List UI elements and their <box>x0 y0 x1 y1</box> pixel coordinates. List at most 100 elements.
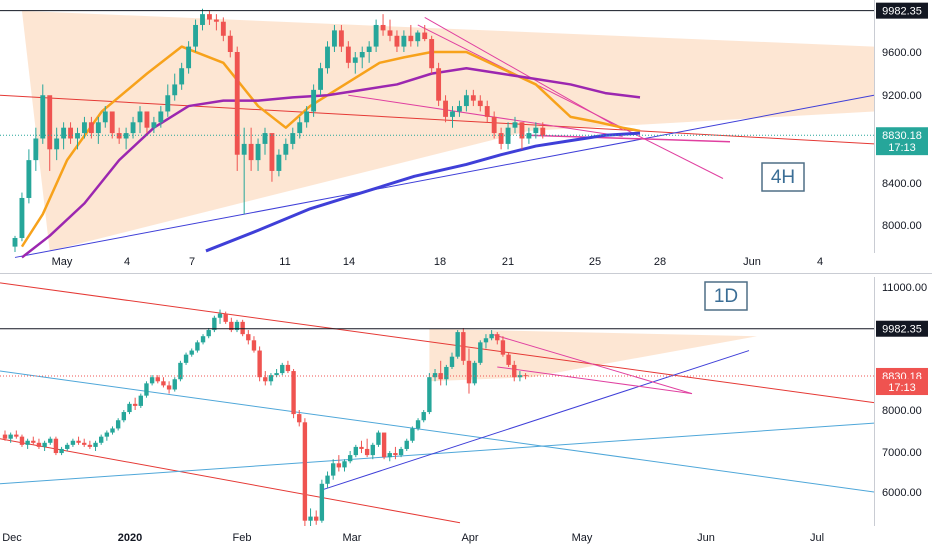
candle-body <box>387 453 392 458</box>
candle-body <box>212 317 217 331</box>
candle-body <box>472 362 477 384</box>
bottom-timeframe-box: 1D <box>704 281 748 311</box>
candle-body <box>332 30 337 47</box>
candle-body <box>200 336 206 343</box>
top-x-axis: May 4 7 11 14 18 21 25 28 Jun 4 <box>52 256 823 268</box>
candle-body <box>330 463 336 476</box>
candle-body <box>263 377 268 382</box>
bot-x-tick-label: Apr <box>461 532 478 544</box>
candle-body <box>359 52 365 58</box>
candle-body <box>179 68 185 85</box>
bottom-panel: 1D Dec 2020 Feb Mar Apr May Jun Jul 11000.00 800… <box>0 277 928 544</box>
top-panel: 4H May 4 7 11 14 18 21 25 28 Jun 4 9600.00 9200.00 8… <box>0 0 928 268</box>
candle-body <box>364 448 370 456</box>
candle-body <box>47 95 53 150</box>
top-resistance-line <box>0 94 875 145</box>
candle-body <box>130 122 136 134</box>
candle-body <box>200 14 205 25</box>
candle-body <box>59 448 64 454</box>
candle-body <box>304 111 310 123</box>
candle-body <box>449 356 455 367</box>
candle-body <box>380 24 386 31</box>
candle-body <box>268 375 274 382</box>
candle-body <box>88 122 94 134</box>
candle-body <box>495 334 500 341</box>
candle-body <box>290 133 296 144</box>
top-x-tick-label: 14 <box>343 256 355 268</box>
candle-body <box>14 434 19 437</box>
candle-body <box>121 412 127 421</box>
candle-body <box>19 197 25 238</box>
candle-body <box>483 338 489 343</box>
top-ma-line-2 <box>205 131 641 253</box>
candle-body <box>438 373 443 380</box>
candle-body <box>381 432 387 458</box>
candle-body <box>8 434 13 439</box>
top-moving-averages <box>20 45 641 259</box>
candle-body <box>283 143 289 155</box>
candle-body <box>408 35 414 42</box>
top-x-tick-label: 18 <box>434 256 446 268</box>
candle-body <box>257 350 262 378</box>
top-x-tick-label: 25 <box>589 256 601 268</box>
candle-body <box>444 366 449 380</box>
candle-body <box>512 364 517 378</box>
bot-blue-falling-line <box>0 370 875 493</box>
top-ma-line-0 <box>20 45 641 248</box>
candle-body <box>443 100 448 117</box>
candle-body <box>206 330 211 337</box>
candle-body <box>455 332 460 357</box>
top-x-tick-label: 11 <box>279 256 290 268</box>
candle-body <box>398 448 404 456</box>
candle-body <box>366 46 372 52</box>
candle-body <box>99 436 104 443</box>
candle-body <box>478 342 483 363</box>
candle-body <box>370 444 375 456</box>
top-x-tick-label: Jun <box>743 256 761 268</box>
bot-x-tick-label: 2020 <box>118 532 142 544</box>
candle-body <box>498 133 504 144</box>
candle-body <box>427 377 432 413</box>
top-price-tag-box <box>876 139 928 156</box>
bot-y-tick-label: 6000.00 <box>882 487 922 499</box>
bot-y-tick-label: 8000.00 <box>882 405 922 417</box>
top-x-tick-label: 7 <box>189 256 195 268</box>
candle-body <box>151 122 157 128</box>
bot-blue-rising-line <box>0 422 875 485</box>
candle-body <box>401 35 407 47</box>
candle-body <box>285 364 291 372</box>
candle-body <box>217 313 223 318</box>
bot-pennant-lower <box>497 366 693 395</box>
candle-body <box>342 461 347 468</box>
bot-price-tag-label: 17:13 <box>888 382 916 394</box>
candle-body <box>115 420 121 429</box>
candle-body <box>429 39 435 69</box>
candle-body <box>138 395 143 406</box>
candle-body <box>500 340 506 355</box>
bottom-candles <box>2 309 528 526</box>
candle-body <box>12 237 18 247</box>
candle-body <box>489 334 494 339</box>
candle-body <box>255 143 261 161</box>
candle-body <box>109 111 115 134</box>
candle-body <box>26 160 32 198</box>
candle-body <box>241 143 247 155</box>
top-y-axis: 9600.009200.008400.008000.009982.358830.… <box>874 0 928 253</box>
candle-body <box>2 434 8 439</box>
candle-body <box>186 46 192 69</box>
candle-body <box>183 354 189 363</box>
candle-body <box>25 440 30 445</box>
candle-body <box>308 516 313 521</box>
candle-body <box>415 420 421 429</box>
candle-body <box>82 122 87 134</box>
bottom-x-axis: Dec 2020 Feb Mar Apr May Jun Jul <box>2 532 824 544</box>
candle-body <box>506 354 511 365</box>
candle-body <box>319 483 325 521</box>
candle-body <box>314 516 319 521</box>
top-ma-line-1 <box>21 66 641 259</box>
candle-body <box>269 133 275 171</box>
candle-body <box>234 321 240 331</box>
candle-body <box>519 122 525 139</box>
candle-body <box>82 442 87 445</box>
